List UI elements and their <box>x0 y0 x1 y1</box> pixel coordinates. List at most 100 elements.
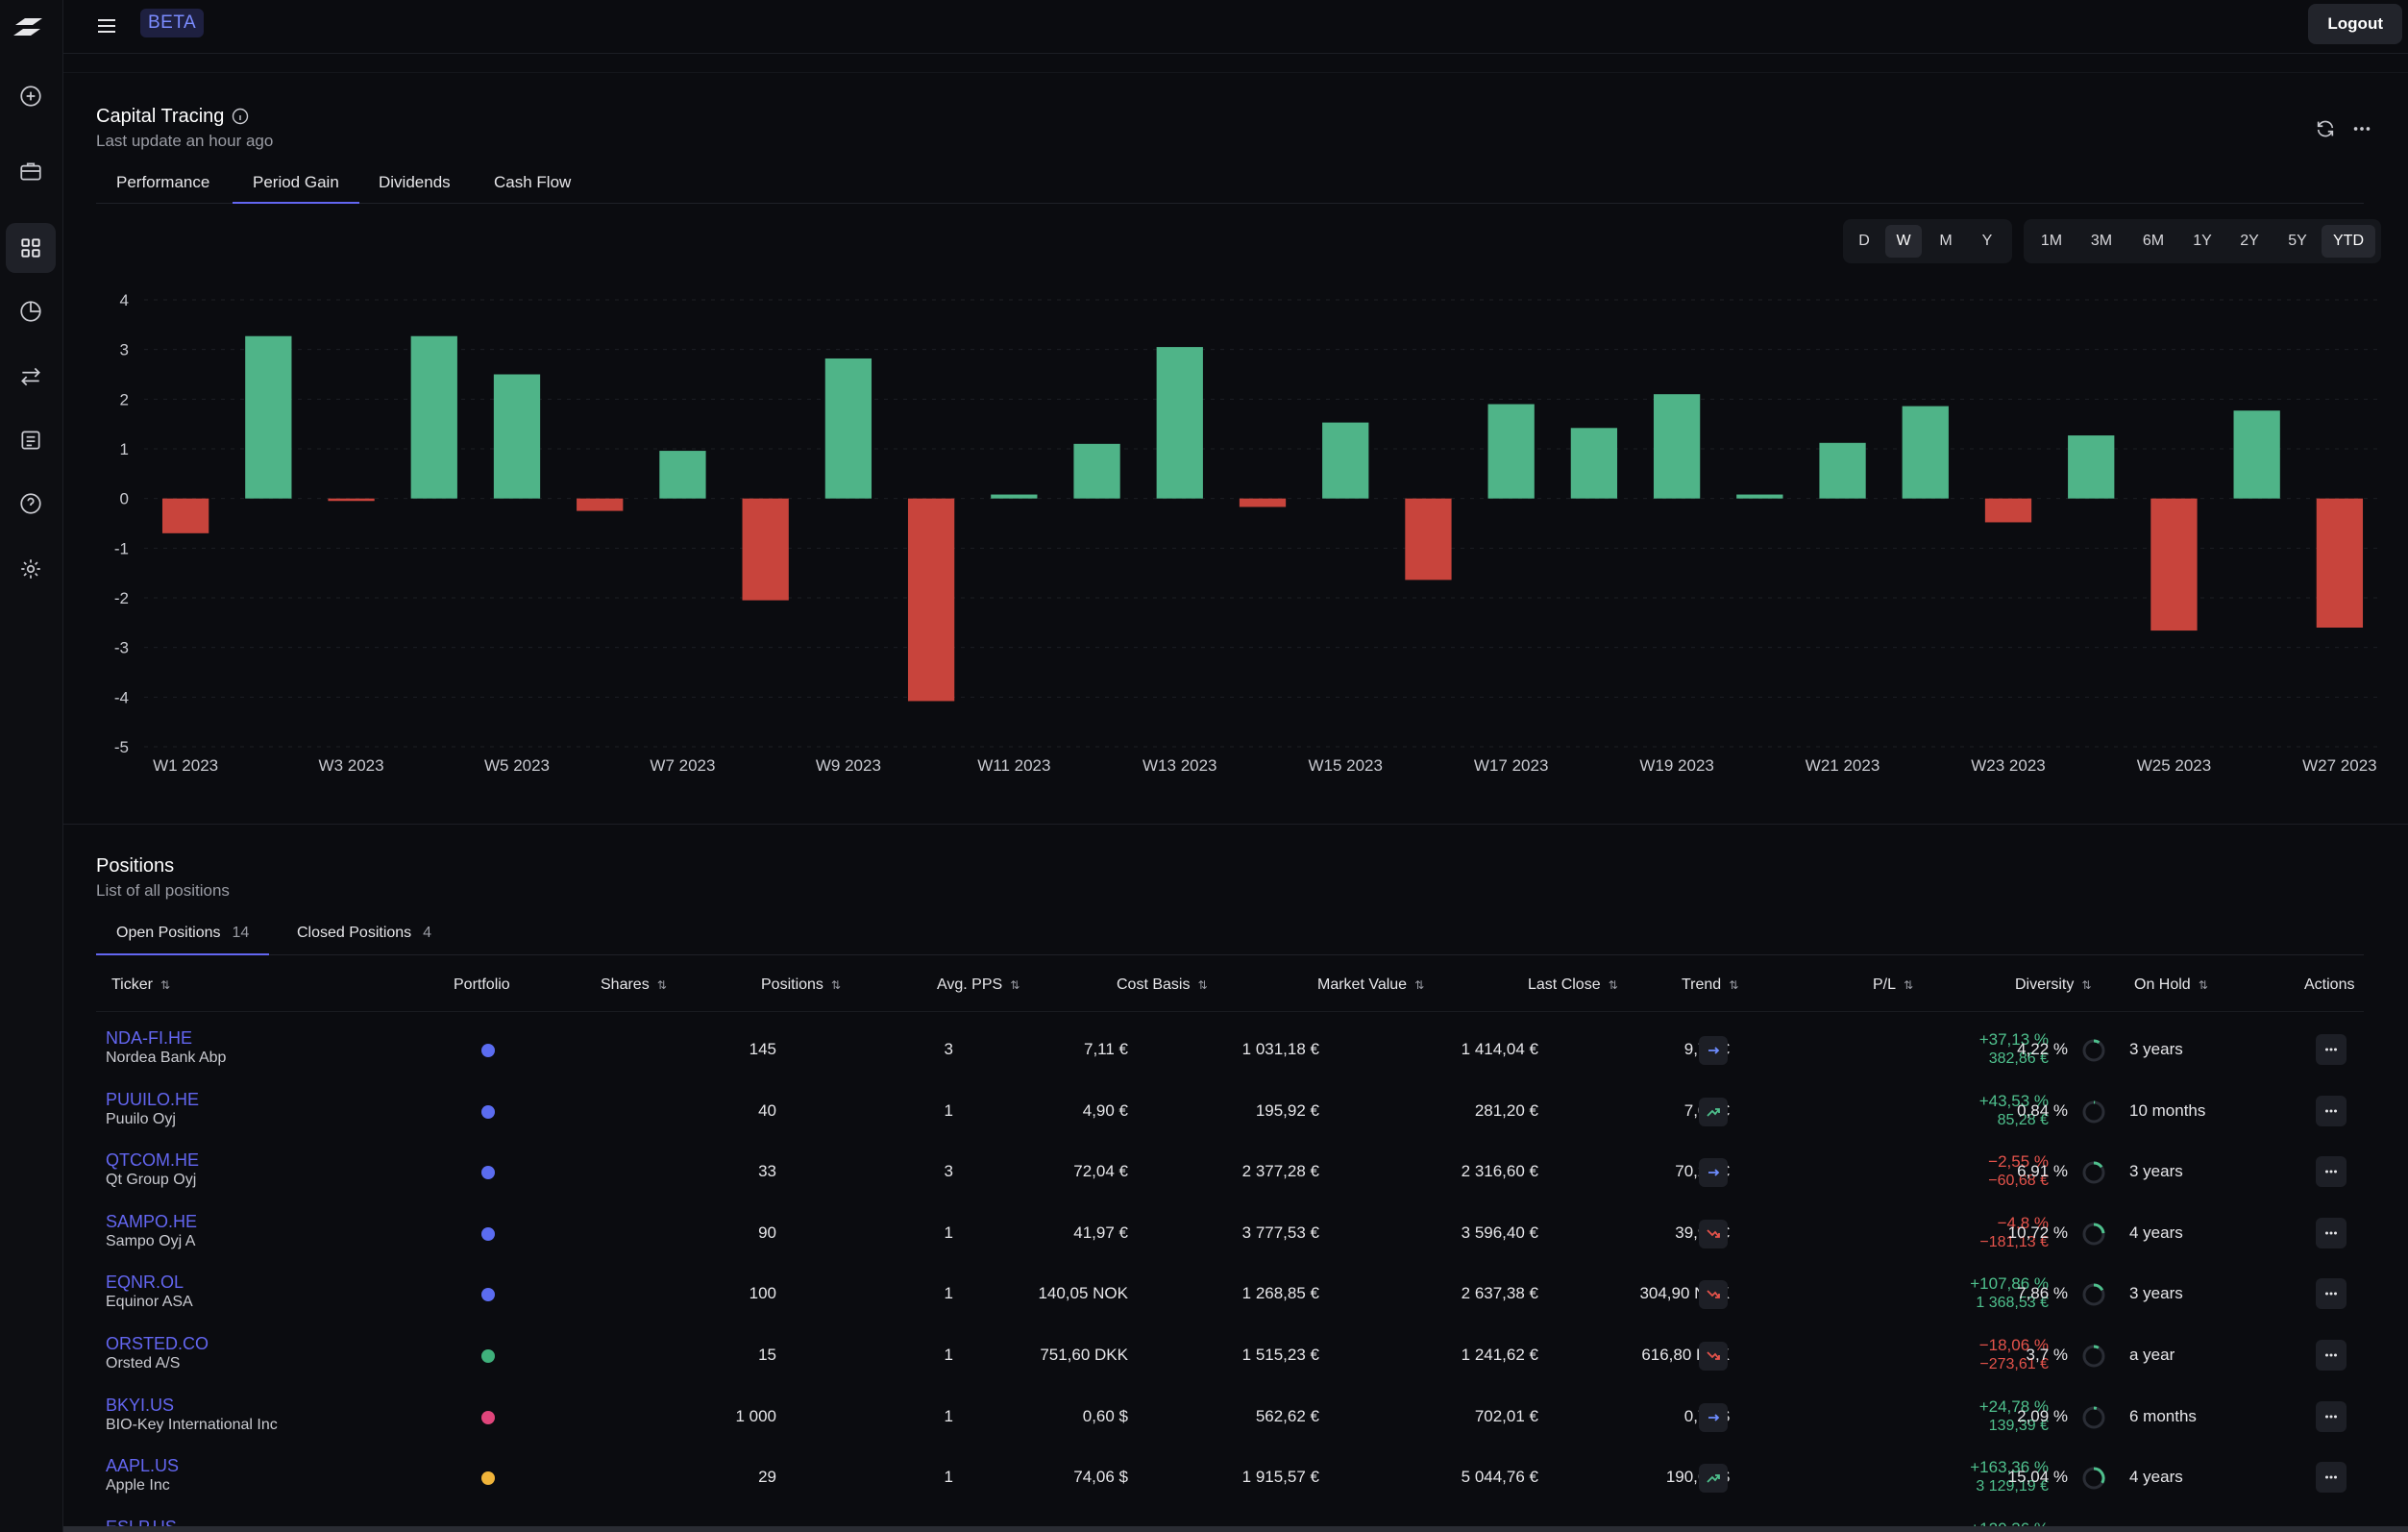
tab-label: Closed Positions <box>297 925 412 941</box>
tab-period-gain[interactable]: Period Gain <box>233 167 359 204</box>
chart-bar <box>161 498 209 533</box>
col-market-value[interactable]: Market Value ⇅ <box>1317 976 1424 994</box>
transfer-icon[interactable] <box>6 352 56 402</box>
row-actions-icon[interactable] <box>2316 1034 2347 1065</box>
range-2y[interactable]: 2Y <box>2240 233 2259 249</box>
table-row[interactable]: PUUILO.HE Puuilo Oyj 40 1 4,90 € 195,92 … <box>96 1080 2364 1142</box>
report-icon[interactable] <box>6 415 56 465</box>
chart-bar <box>659 451 706 499</box>
range-6m[interactable]: 6M <box>2142 233 2165 249</box>
chart-bar <box>907 498 955 702</box>
y-tick-label: 2 <box>120 390 129 408</box>
trend-up-icon <box>1699 1097 1728 1126</box>
trend-flat-icon <box>1699 1402 1728 1432</box>
capital-tabs: Performance Period Gain Dividends Cash F… <box>96 167 2364 204</box>
help-icon[interactable] <box>6 479 56 529</box>
cost-basis-value: 3 777,53 € <box>1241 1223 1319 1242</box>
portfolio-dot <box>481 1226 495 1241</box>
table-row[interactable]: EQNR.OL Equinor ASA 100 1 140,05 NOK 1 2… <box>96 1263 2364 1324</box>
col-ticker[interactable]: Ticker ⇅ <box>111 976 170 994</box>
pl-amount: 139,39 € <box>1988 1417 2049 1434</box>
diversity-ring-icon <box>2082 1039 2105 1062</box>
range-1m[interactable]: 1M <box>2040 233 2063 249</box>
row-actions-icon[interactable] <box>2316 1217 2347 1248</box>
col-cost-basis[interactable]: Cost Basis ⇅ <box>1117 976 1208 994</box>
col-avg-pps[interactable]: Avg. PPS ⇅ <box>937 976 1020 994</box>
ticker-link[interactable]: ORSTED.CO <box>106 1334 209 1353</box>
row-actions-icon[interactable] <box>2316 1095 2347 1126</box>
row-actions-icon[interactable] <box>2316 1462 2347 1494</box>
range-1y[interactable]: 1Y <box>2193 233 2212 249</box>
table-row[interactable]: BKYI.US BIO-Key International Inc 1 000 … <box>96 1386 2364 1447</box>
settings-icon[interactable] <box>6 544 56 594</box>
col-shares[interactable]: Shares ⇅ <box>601 976 667 994</box>
horizontal-scrollbar[interactable] <box>63 1526 2408 1532</box>
table-row[interactable]: ORSTED.CO Orsted A/S 15 1 751,60 DKK 1 5… <box>96 1324 2364 1386</box>
pl-amount: 1 368,53 € <box>1976 1295 2049 1312</box>
menu-icon[interactable] <box>92 12 121 40</box>
market-value-value: 281,20 € <box>1474 1100 1538 1120</box>
x-tick-label: W11 2023 <box>977 756 1050 775</box>
briefcase-icon[interactable] <box>6 146 56 196</box>
add-icon[interactable] <box>6 71 56 121</box>
tab-dividends[interactable]: Dividends <box>379 173 451 191</box>
ticker-link[interactable]: QTCOM.HE <box>106 1150 199 1171</box>
tab-cash-flow[interactable]: Cash Flow <box>494 173 572 191</box>
avg-pps-value: 74,06 $ <box>1073 1468 1128 1487</box>
logout-button[interactable]: Logout <box>2308 4 2402 44</box>
table-row[interactable]: NDA-FI.HE Nordea Bank Abp 145 3 7,11 € 1… <box>96 1019 2364 1080</box>
ticker-link[interactable]: AAPL.US <box>106 1456 180 1476</box>
positions-subtitle: List of all positions <box>96 881 230 900</box>
ticker-link[interactable]: PUUILO.HE <box>106 1089 200 1109</box>
range-ytd[interactable]: YTD <box>2322 225 2375 258</box>
col-trend[interactable]: Trend ⇅ <box>1682 976 1738 994</box>
row-actions-icon[interactable] <box>2316 1156 2347 1188</box>
trend-flat-icon <box>1699 1036 1728 1065</box>
diversity-ring-icon <box>2082 1345 2105 1368</box>
interval-week[interactable]: W <box>1885 225 1922 258</box>
ticker-link[interactable]: NDA-FI.HE <box>106 1028 192 1048</box>
row-actions-icon[interactable] <box>2316 1278 2347 1310</box>
col-last-close[interactable]: Last Close ⇅ <box>1528 976 1618 994</box>
col-diversity[interactable]: Diversity ⇅ <box>2015 976 2091 994</box>
interval-year[interactable]: Y <box>1981 233 1993 249</box>
col-pl[interactable]: P/L ⇅ <box>1873 976 1913 994</box>
refresh-icon[interactable] <box>2312 115 2339 142</box>
col-positions[interactable]: Positions ⇅ <box>761 976 841 994</box>
ticker-link[interactable]: SAMPO.HE <box>106 1211 198 1231</box>
tab-performance[interactable]: Performance <box>116 173 210 191</box>
on-hold-value: a year <box>2129 1346 2175 1364</box>
pl-percent: −18,06 % <box>1978 1336 2049 1354</box>
tab-label: Open Positions <box>116 925 221 941</box>
tab-closed-positions[interactable]: Closed Positions 4 <box>277 919 452 955</box>
range-5y[interactable]: 5Y <box>2288 233 2307 249</box>
portfolio-dot <box>481 1044 495 1057</box>
logo-icon[interactable] <box>10 15 48 38</box>
sort-icon: ⇅ <box>830 978 841 992</box>
pie-chart-icon[interactable] <box>6 286 56 336</box>
tab-open-positions[interactable]: Open Positions 14 <box>96 919 270 955</box>
row-actions-icon[interactable] <box>2316 1400 2347 1432</box>
table-row[interactable]: SAMPO.HE Sampo Oyj A 90 1 41,97 € 3 777,… <box>96 1202 2364 1264</box>
col-on-hold[interactable]: On Hold ⇅ <box>2134 976 2208 994</box>
ticker-link[interactable]: EQNR.OL <box>106 1273 184 1293</box>
info-icon[interactable] <box>232 108 249 125</box>
pl-amount: −60,68 € <box>1988 1173 2049 1190</box>
avg-pps-value: 140,05 NOK <box>1038 1284 1128 1303</box>
range-3m[interactable]: 3M <box>2090 233 2113 249</box>
interval-day[interactable]: D <box>1858 233 1870 249</box>
chart-bar <box>1653 394 1701 499</box>
chart-bar <box>1736 494 1783 499</box>
row-actions-icon[interactable] <box>2316 1340 2347 1371</box>
ticker-link[interactable]: BKYI.US <box>106 1395 175 1415</box>
x-tick-label: W3 2023 <box>319 756 384 775</box>
diversity-value: 15,04 % <box>2007 1468 2068 1487</box>
y-tick-label: 3 <box>120 341 129 359</box>
table-row[interactable]: QTCOM.HE Qt Group Oyj 33 3 72,04 € 2 377… <box>96 1141 2364 1202</box>
positions-value: 1 <box>944 1100 953 1120</box>
dashboard-icon[interactable] <box>6 223 56 273</box>
more-icon[interactable] <box>2348 115 2375 142</box>
interval-month[interactable]: M <box>1939 233 1953 249</box>
table-row[interactable]: AAPL.US Apple Inc 29 1 74,06 $ 1 915,57 … <box>96 1446 2364 1508</box>
on-hold-value: 3 years <box>2129 1162 2183 1181</box>
